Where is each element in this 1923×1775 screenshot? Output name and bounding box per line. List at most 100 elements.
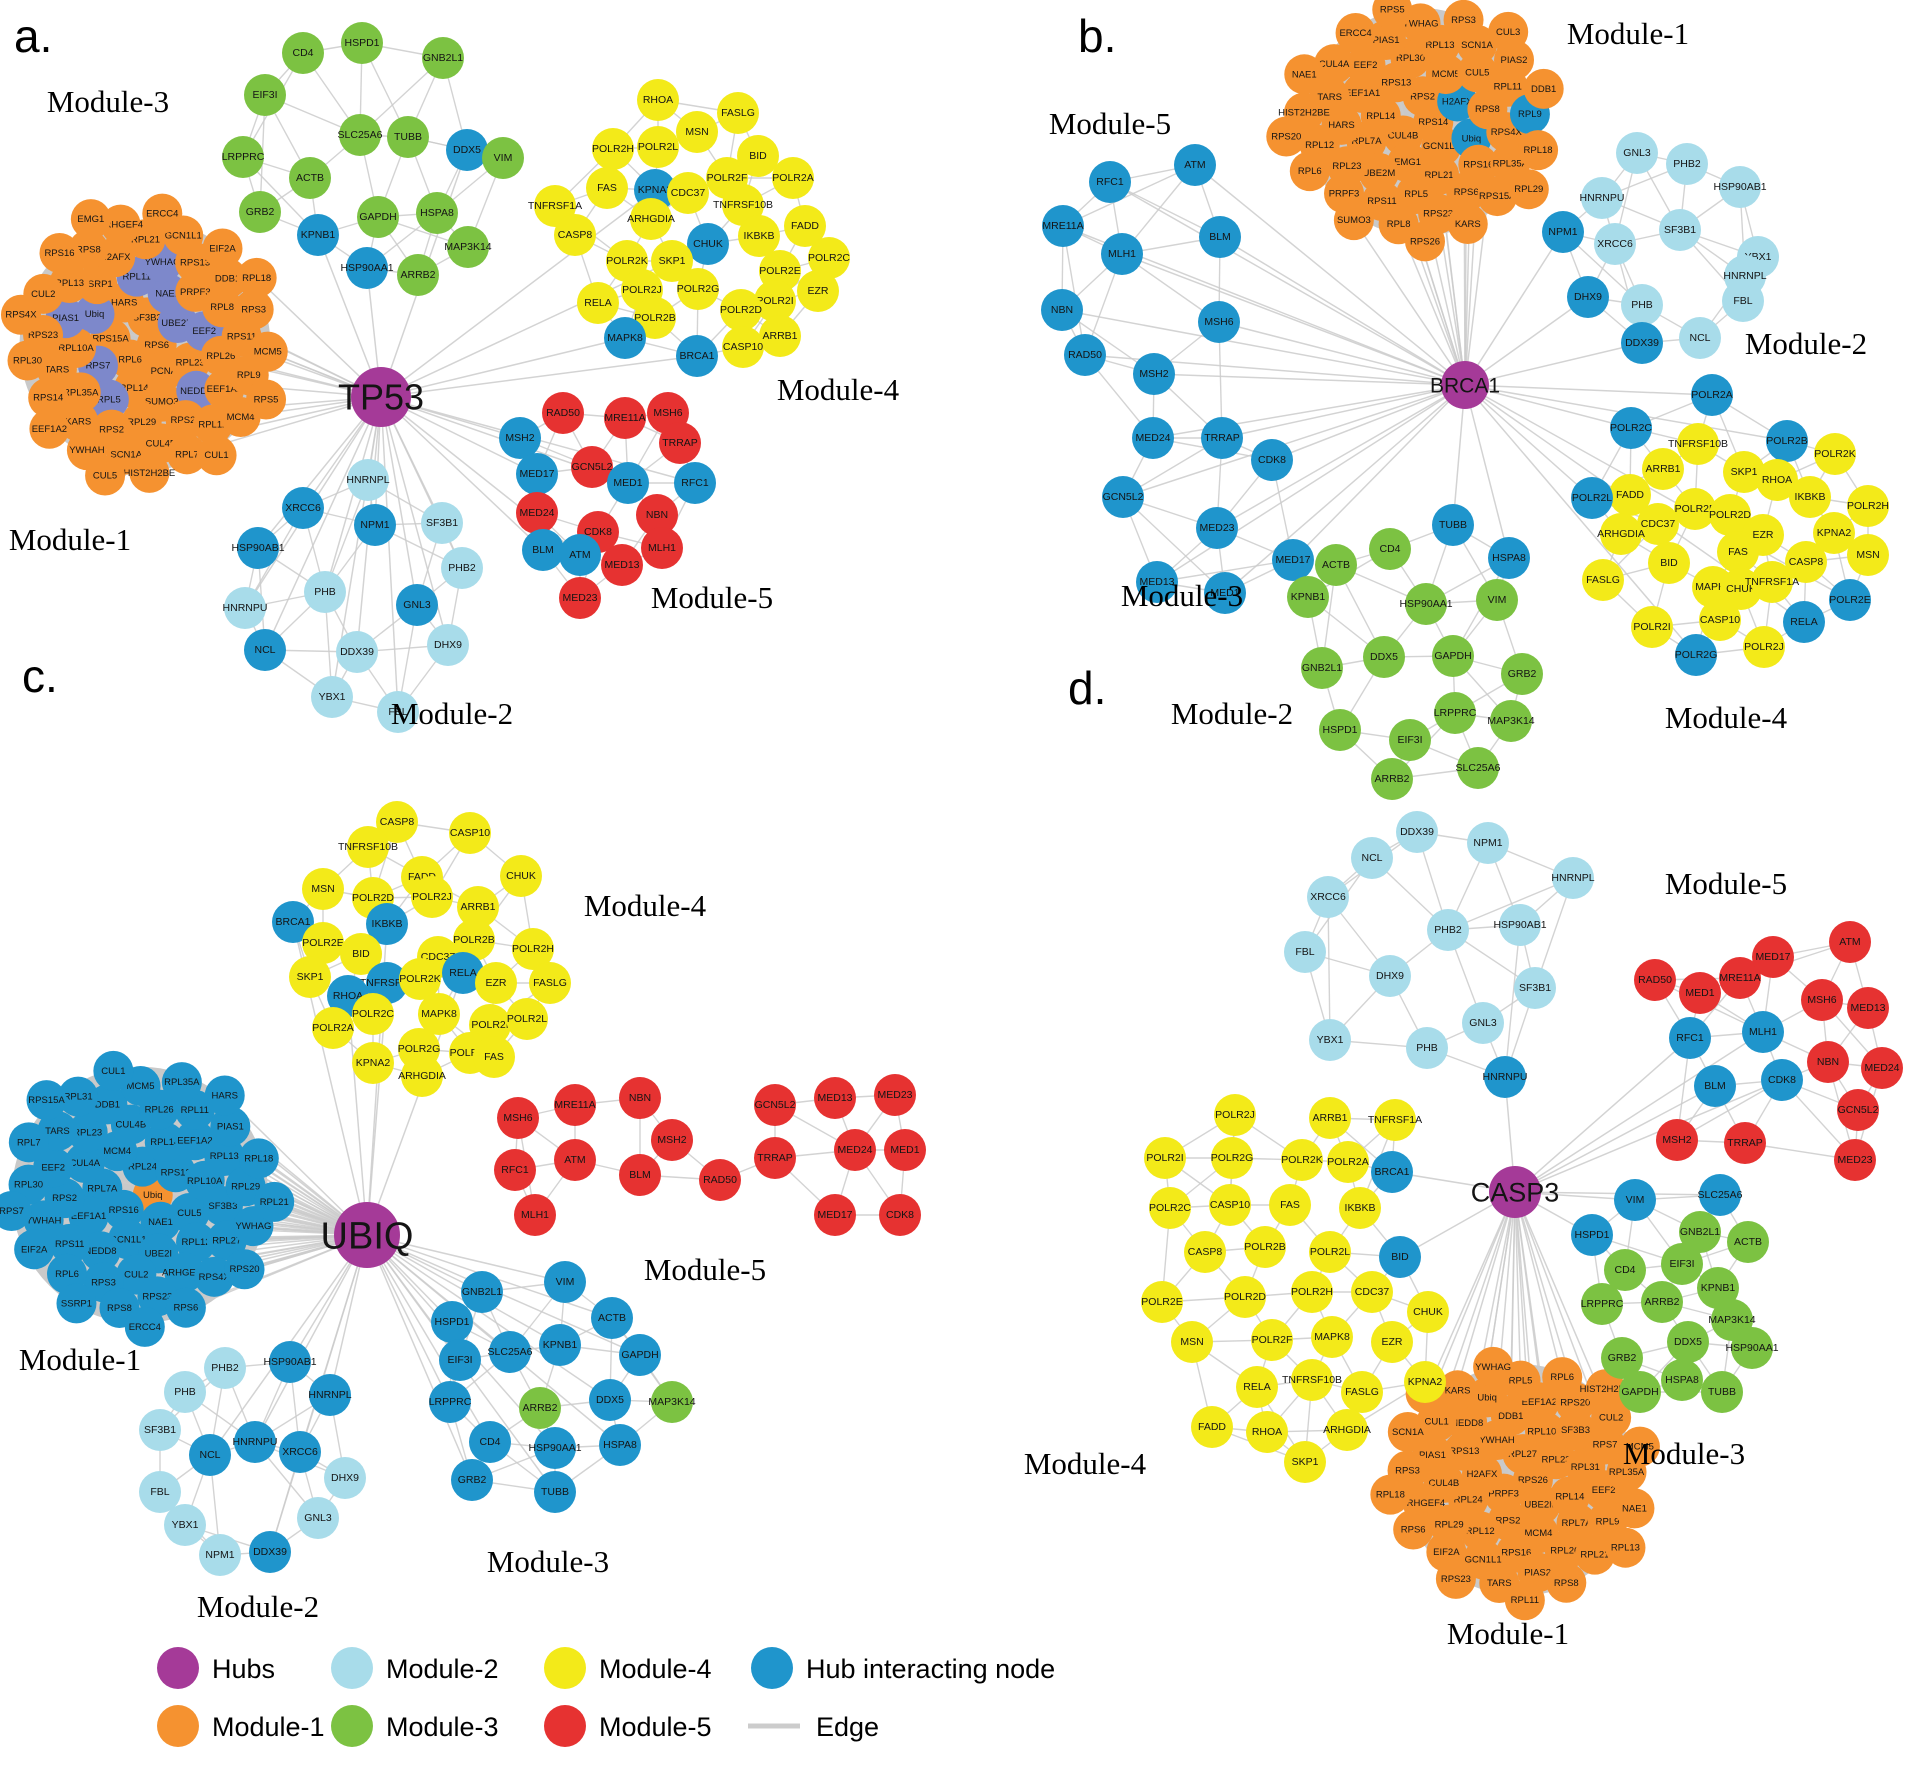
node-MED1 [1679,972,1721,1014]
module-caption-module-1: Module-1 [19,1342,141,1377]
node-RPL29 [1508,169,1549,210]
node-NBN [1807,1041,1849,1083]
edge [1464,384,1510,559]
node-SF3B1 [1514,967,1556,1009]
edge [1504,924,1521,1078]
legend-swatch-module-2 [331,1647,373,1689]
node-HNRNPU [224,587,266,629]
node-MSH6 [497,1097,539,1139]
node-IKBKB [738,215,780,257]
node-RPL21 [1574,1534,1615,1575]
node-MSH2 [651,1119,693,1161]
node-RPS20 [1266,116,1307,157]
node-POLR2D [1709,494,1751,536]
edge [264,396,382,651]
node-IKBKB [366,903,408,945]
node-TNFRSF10B [1291,1359,1333,1401]
node-ARRB1 [759,315,801,357]
node-MED17 [1752,936,1794,978]
node-ERCC4 [124,1306,165,1347]
hub-node-CASP3 [1489,1166,1541,1218]
node-RPL14 [144,1122,185,1163]
node-MED23 [1834,1139,1876,1181]
node-MAPK8 [418,993,460,1035]
node-PHB2 [1666,143,1708,185]
node-POLR2B [1766,420,1808,462]
node-CDC37 [1351,1271,1393,1313]
node-HSP90AA1 [534,1427,576,1469]
node-BRCA1 [1371,1151,1413,1193]
node-DHX9 [427,624,469,666]
node-PIAS1 [210,1106,251,1147]
node-ARRB1 [1309,1097,1351,1139]
node-MSN [1847,534,1889,576]
node-MED23 [559,577,601,619]
node-DHX9 [324,1457,366,1499]
node-KARS [1437,1370,1478,1411]
node-TUBB [1432,504,1474,546]
node-GNL3 [297,1497,339,1539]
node-MSN [302,868,344,910]
node-EEF1A2 [29,408,70,449]
node-TUBB [534,1471,576,1513]
node-FADD [784,205,826,247]
node-MRE11A [554,1084,596,1126]
node-RPL18 [1370,1474,1411,1515]
node-CASP10 [1209,1184,1251,1226]
node-RHOA [1756,459,1798,501]
node-ARHGDIA [1600,513,1642,555]
edge [257,396,382,549]
node-BLM [522,529,564,571]
node-VIM [1614,1179,1656,1221]
node-RELA [1783,601,1825,643]
node-POLR2J [1743,626,1785,668]
node-RPS26 [1405,221,1446,262]
node-PIAS1 [1366,19,1407,60]
edge [254,1234,368,1443]
panel-letter-d: d. [1068,662,1106,714]
node-SLC25A6 [1699,1174,1741,1216]
edge [1514,1191,1522,1381]
node-MSH2 [1656,1119,1698,1161]
node-ARHGDIA [630,198,672,240]
node-VIM [1476,579,1518,621]
node-FAS [586,167,628,209]
edge [1156,384,1466,583]
node-CD4 [1604,1249,1646,1291]
node-RPL12 [176,1222,217,1263]
node-HSP90AB1 [237,527,279,569]
node-TNFRSF1A [1374,1099,1416,1141]
node-GCN5L2 [1837,1089,1879,1131]
node-POLR2C [352,993,394,1035]
node-POLR2G [1211,1137,1253,1179]
node-NEDD8 [80,1231,121,1272]
edge [1062,225,1086,356]
node-GRB2 [1601,1337,1643,1379]
node-RELA [442,952,484,994]
node-RPS5 [1372,0,1413,30]
node-LRPPRC [222,136,264,178]
node-SCN1A [1387,1411,1428,1452]
edge [1514,1079,1783,1193]
edge [1156,559,1294,583]
node-NCL [1351,837,1393,879]
node-CUL3 [1488,11,1529,52]
node-NPM1 [199,1534,241,1576]
node-RPS14 [28,377,69,418]
node-LRPPRC [1434,692,1476,734]
node-TNFRSF10B [1677,423,1719,465]
node-RPL31 [58,1076,99,1117]
node-RPS4X [0,294,41,335]
node-NBN [619,1077,661,1119]
node-GNB2L1 [1301,647,1343,689]
module-caption-module-2: Module-2 [197,1589,319,1624]
edge [380,337,626,398]
node-HSP90AA1 [1405,583,1447,625]
node-POLR2I [1144,1137,1186,1179]
node-HSP90AB1 [1719,166,1761,208]
node-NCL [189,1434,231,1476]
node-MED1 [607,462,649,504]
node-RPS6 [1446,172,1487,213]
node-RFC1 [1669,1017,1711,1059]
node-ARRB2 [1371,758,1413,800]
